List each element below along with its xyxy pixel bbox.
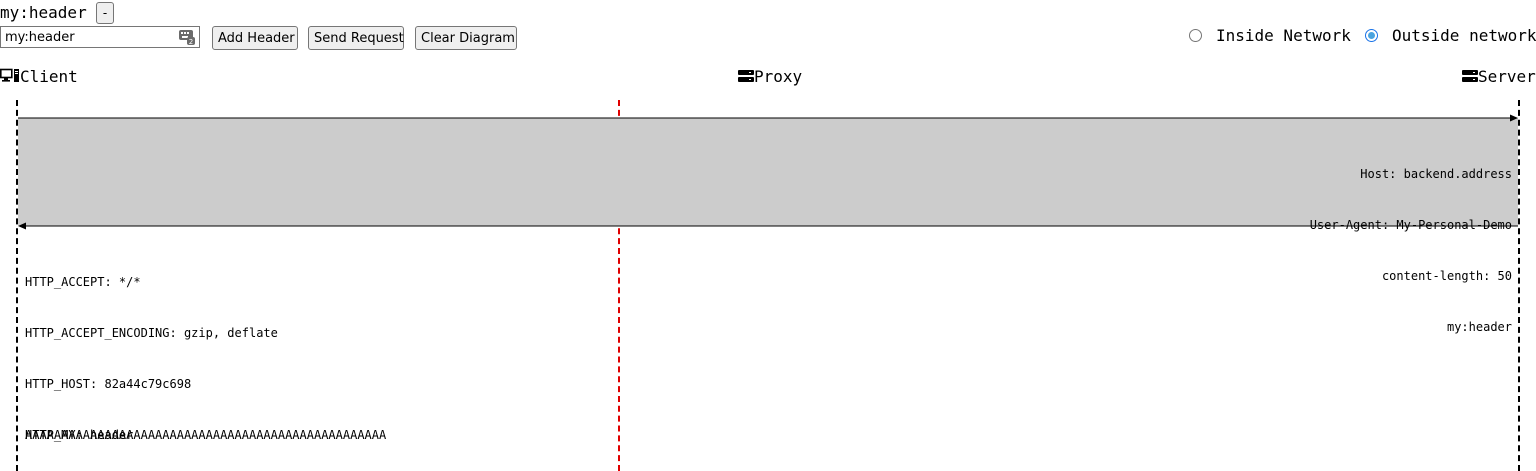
svg-text:2: 2 [189, 38, 193, 45]
response-header-line: HTTP_HOST: 82a44c79c698 [25, 377, 192, 391]
header-input[interactable] [3, 28, 177, 46]
sent-headers: Host: backend.address User-Agent: My-Per… [1310, 132, 1512, 370]
inside-network-label: Inside Network [1216, 25, 1351, 45]
request-exchange-block [18, 118, 1518, 226]
desktop-computer-icon [0, 68, 19, 82]
outside-network-option[interactable]: Outside network [1365, 25, 1536, 45]
sent-header-line: User-Agent: My-Personal-Demo [1309, 218, 1512, 232]
response-header-line: HTTP_ACCEPT: */* [25, 275, 141, 289]
inside-network-option[interactable]: Inside Network [1189, 25, 1351, 45]
sent-header-line: Host: backend.address [1360, 167, 1512, 181]
request-arrow [18, 114, 1518, 122]
actor-server: Server [1462, 66, 1536, 86]
proxy-lifeline [618, 100, 620, 471]
response-arrow [18, 222, 1518, 230]
autofill-keyboard-icon[interactable]: 2 [179, 29, 195, 45]
remove-header-button[interactable]: - [96, 2, 114, 24]
response-body: AAAAAAAAAAAAAAAAAAAAAAAAAAAAAAAAAAAAAAAA… [25, 428, 387, 442]
clear-diagram-button[interactable]: Clear Diagram [415, 26, 517, 50]
server-lifeline [1518, 100, 1520, 471]
actor-server-label: Server [1478, 66, 1536, 86]
add-header-button[interactable]: Add Header [212, 26, 298, 50]
current-header-label: my:header [0, 3, 87, 22]
actor-client: Client [0, 66, 78, 86]
inside-network-radio[interactable] [1189, 28, 1202, 42]
actor-proxy: Proxy [738, 66, 802, 86]
outside-network-label: Outside network [1392, 25, 1536, 45]
send-request-button[interactable]: Send Request [308, 26, 404, 50]
server-rack-icon [738, 70, 754, 82]
sent-header-line: my:header [1446, 320, 1512, 334]
sent-header-line: content-length: 50 [1381, 269, 1512, 283]
actor-proxy-label: Proxy [754, 66, 803, 86]
response-header-line: HTTP_MY: header [25, 428, 134, 442]
client-lifeline [16, 100, 18, 471]
actor-client-label: Client [20, 66, 78, 86]
outside-network-radio[interactable] [1365, 28, 1378, 42]
response-headers: HTTP_ACCEPT: */* HTTP_ACCEPT_ENCODING: g… [25, 240, 278, 471]
server-rack-icon [1462, 70, 1478, 82]
header-input-wrapper: 2 [0, 26, 200, 48]
response-header-line: HTTP_ACCEPT_ENCODING: gzip, deflate [25, 326, 278, 340]
